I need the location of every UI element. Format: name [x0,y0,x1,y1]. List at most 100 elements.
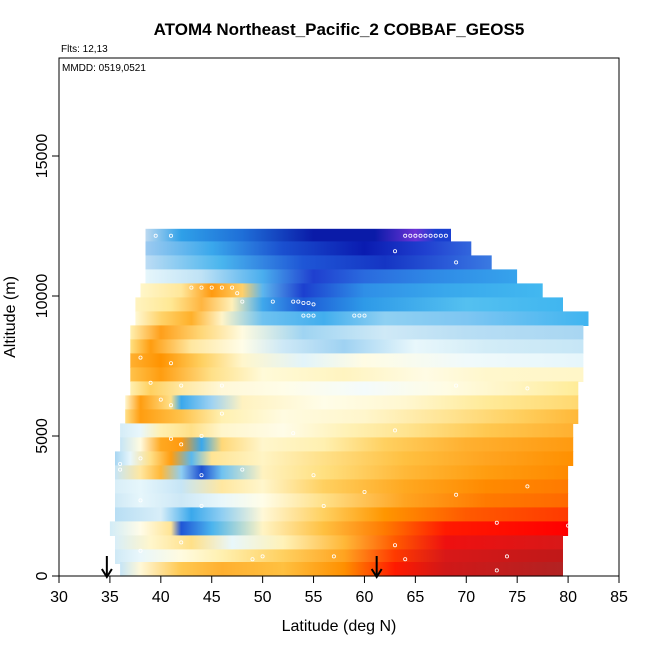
heatmap-band [130,353,584,368]
heatmap-band [145,269,518,284]
heatmap-band [115,493,569,508]
heatmap-band [115,479,569,494]
mmdd-annotation: MMDD: 0519,0521 [62,63,146,74]
sample-marker [403,233,408,238]
heatmap-band [115,507,569,522]
x-tick-label: 55 [305,589,323,606]
sample-marker [118,461,123,466]
heatmap-band [109,521,569,536]
heatmap-band [130,381,579,396]
sample-marker [153,233,158,238]
heatmap-band [115,465,569,480]
y-axis-title: Altitude (m) [2,276,19,358]
sample-marker [525,386,530,391]
sample-marker [219,411,224,416]
sample-marker [138,456,143,461]
heatmap-band [120,562,563,577]
sample-marker [250,557,255,562]
sample-marker [331,554,336,559]
sample-marker [230,285,235,290]
sample-marker [433,233,438,238]
heatmap-band [115,451,574,466]
sample-marker [199,433,204,438]
sample-marker [357,313,362,318]
sample-marker [454,260,459,265]
latitude-arrow [370,556,383,579]
sample-marker [311,302,316,307]
sample-marker [240,467,245,472]
sample-marker [392,249,397,254]
arrows [101,556,383,579]
sample-marker [260,554,265,559]
sample-marker [118,408,123,413]
x-tick-label: 50 [254,589,272,606]
heatmap-band [120,437,574,452]
sample-marker [148,380,153,385]
heatmap-band [120,423,574,438]
y-axis: 0 5000 10000 15000 [34,134,59,580]
sample-marker [270,299,275,304]
sample-marker [311,313,316,318]
sample-marker [403,557,408,562]
sample-marker [413,233,418,238]
sample-marker [408,233,413,238]
heatmap-band [125,409,579,424]
sample-marker [118,467,123,472]
x-tick-label: 75 [508,589,526,606]
sample-marker [158,397,163,402]
x-axis-title: Latitude (deg N) [282,618,397,635]
sample-marker [443,233,448,238]
sample-marker [138,355,143,360]
sample-marker [301,313,306,318]
sample-marker [209,285,214,290]
x-tick-label: 80 [559,589,577,606]
heatmap-band [145,241,472,256]
sample-marker [235,291,240,296]
sample-marker [311,473,316,478]
y-tick-label: 15000 [34,134,51,179]
heatmap-band [130,367,584,382]
sample-marker [219,285,224,290]
sample-marker [168,233,173,238]
x-tick-label: 85 [610,589,628,606]
sample-markers [118,233,571,573]
sample-marker [504,554,509,559]
sample-marker [138,548,143,553]
x-tick-label: 70 [457,589,475,606]
heatmap-band [130,325,584,340]
sample-marker [454,492,459,497]
sample-marker [392,543,397,548]
sample-marker [199,285,204,290]
sample-marker [525,484,530,489]
sample-marker [219,383,224,388]
x-tick-label: 35 [101,589,119,606]
heatmap-bands [109,228,589,577]
sample-marker [138,498,143,503]
sample-marker [189,285,194,290]
sample-marker [494,520,499,525]
x-tick-label: 30 [50,589,68,606]
sample-marker [168,403,173,408]
sample-marker [301,300,306,305]
flights-annotation: Flts: 12,13 [61,44,108,55]
sample-marker [291,431,296,436]
sample-marker [179,383,184,388]
sample-marker [306,313,311,318]
sample-marker [362,489,367,494]
sample-marker [566,523,571,528]
sample-marker [179,442,184,447]
sample-marker [428,233,433,238]
sample-marker [362,313,367,318]
heatmap-band [130,339,584,354]
sample-marker [454,383,459,388]
heatmap-band [115,535,563,550]
y-tick-label: 5000 [34,418,51,454]
sample-marker [392,428,397,433]
sample-marker [321,503,326,508]
sample-marker [306,300,311,305]
sample-marker [168,361,173,366]
x-tick-label: 45 [203,589,221,606]
heatmap-band [145,228,451,244]
sample-marker [423,233,428,238]
